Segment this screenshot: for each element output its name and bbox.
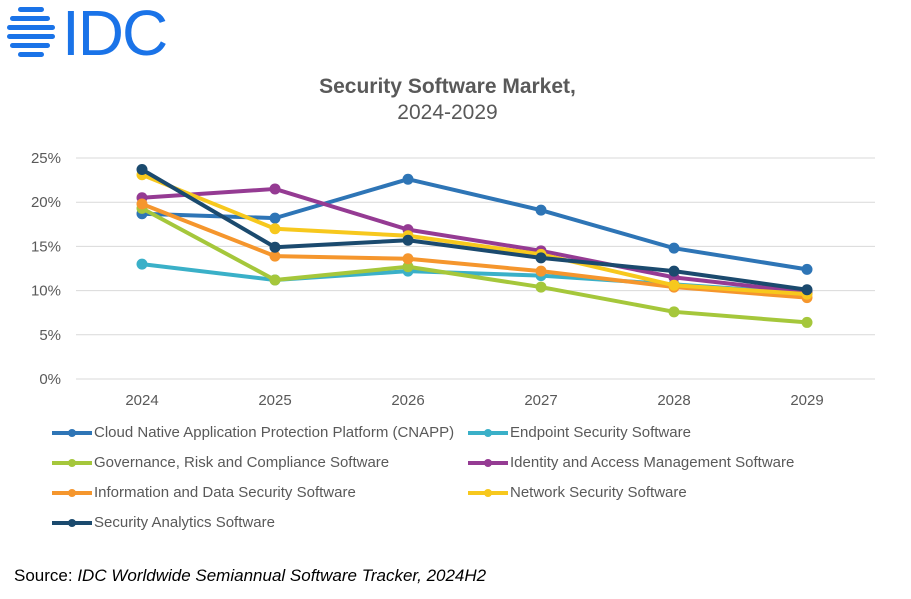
data-point [668, 279, 680, 291]
legend-item: Security Analytics Software [52, 512, 275, 532]
data-point [136, 258, 148, 270]
data-point [136, 198, 148, 210]
legend-line-marker-icon [468, 422, 508, 442]
data-point [269, 212, 281, 224]
x-tick-label: 2028 [657, 392, 690, 409]
legend-label: Network Security Software [510, 483, 687, 501]
series-line [141, 206, 808, 325]
y-tick-label: 5% [39, 327, 61, 344]
series-line [141, 177, 808, 272]
data-point [668, 306, 680, 318]
legend-line-marker-icon [468, 452, 508, 472]
y-tick-label: 15% [31, 238, 61, 255]
data-point [535, 252, 547, 264]
legend-item: Identity and Access Management Software [468, 452, 794, 472]
legend-item: Information and Data Security Software [52, 482, 356, 502]
legend-label: Cloud Native Application Protection Plat… [94, 423, 455, 441]
idc-logo-text: IDC [62, 2, 166, 60]
data-point [269, 223, 281, 235]
data-point [535, 204, 547, 216]
data-point [801, 316, 813, 328]
legend-line-marker-icon [52, 482, 92, 502]
source-prefix: Source: [14, 566, 78, 585]
data-point [402, 261, 414, 273]
legend-label: Security Analytics Software [94, 513, 275, 531]
legend-line-marker-icon [468, 482, 508, 502]
series-security-analytics-software [136, 163, 813, 296]
idc-logo: IDC [7, 2, 168, 60]
x-tick-label: 2024 [125, 392, 158, 409]
legend-label: Endpoint Security Software [510, 423, 691, 441]
legend-label: Governance, Risk and Compliance Software [94, 453, 390, 471]
data-point [535, 265, 547, 277]
source-note: Source: IDC Worldwide Semiannual Softwar… [14, 566, 486, 586]
data-point [402, 234, 414, 246]
legend-line-marker-icon [52, 452, 92, 472]
data-point [668, 242, 680, 254]
data-point [269, 241, 281, 253]
series-lines [136, 163, 813, 328]
legend-label: Information and Data Security Software [94, 483, 356, 501]
data-point [402, 253, 414, 265]
data-point [801, 263, 813, 275]
y-tick-label: 20% [31, 194, 61, 211]
y-tick-label: 25% [31, 150, 61, 167]
gridlines [76, 157, 875, 380]
data-point [402, 173, 414, 185]
data-point [269, 250, 281, 262]
legend-label: Identity and Access Management Software [510, 453, 795, 471]
legend-item: Endpoint Security Software [468, 422, 691, 442]
data-point [668, 265, 680, 277]
legend-item: Governance, Risk and Compliance Software [52, 452, 389, 472]
series-line [141, 172, 808, 297]
x-tick-label: 2026 [391, 392, 424, 409]
idc-striped-globe-icon [7, 7, 55, 57]
legend-line-marker-icon [52, 422, 92, 442]
series-line [140, 167, 808, 292]
legend-line-marker-icon [52, 512, 92, 532]
legend-item: Cloud Native Application Protection Plat… [52, 422, 454, 442]
x-tick-label: 2029 [790, 392, 823, 409]
series-line [141, 202, 808, 300]
data-point [535, 281, 547, 293]
chart-title: Security Software Market, [319, 75, 576, 98]
y-tick-label: 10% [31, 283, 61, 300]
source-text: IDC Worldwide Semiannual Software Tracke… [77, 566, 487, 585]
legend-item: Network Security Software [468, 482, 687, 502]
data-point [136, 163, 148, 175]
line-chart: 0%5%10%15%20%25% 2024 2025 2026 2027 2028 202… [31, 150, 875, 409]
y-tick-label: 0% [39, 371, 61, 388]
data-point [801, 284, 813, 296]
x-tick-label: 2025 [258, 392, 291, 409]
x-axis-ticks: 2024 2025 2026 2027 2028 2029 [125, 392, 823, 409]
series-line [141, 186, 808, 295]
y-axis-ticks: 0% 5% 10% 15% 20% 25% [31, 150, 61, 388]
series-cloud-native-application-protection-platform-cnapp [136, 173, 813, 275]
data-point [269, 183, 281, 195]
chart-subtitle: 2024-2029 [397, 101, 498, 124]
x-tick-label: 2027 [524, 392, 557, 409]
data-point [269, 274, 281, 286]
